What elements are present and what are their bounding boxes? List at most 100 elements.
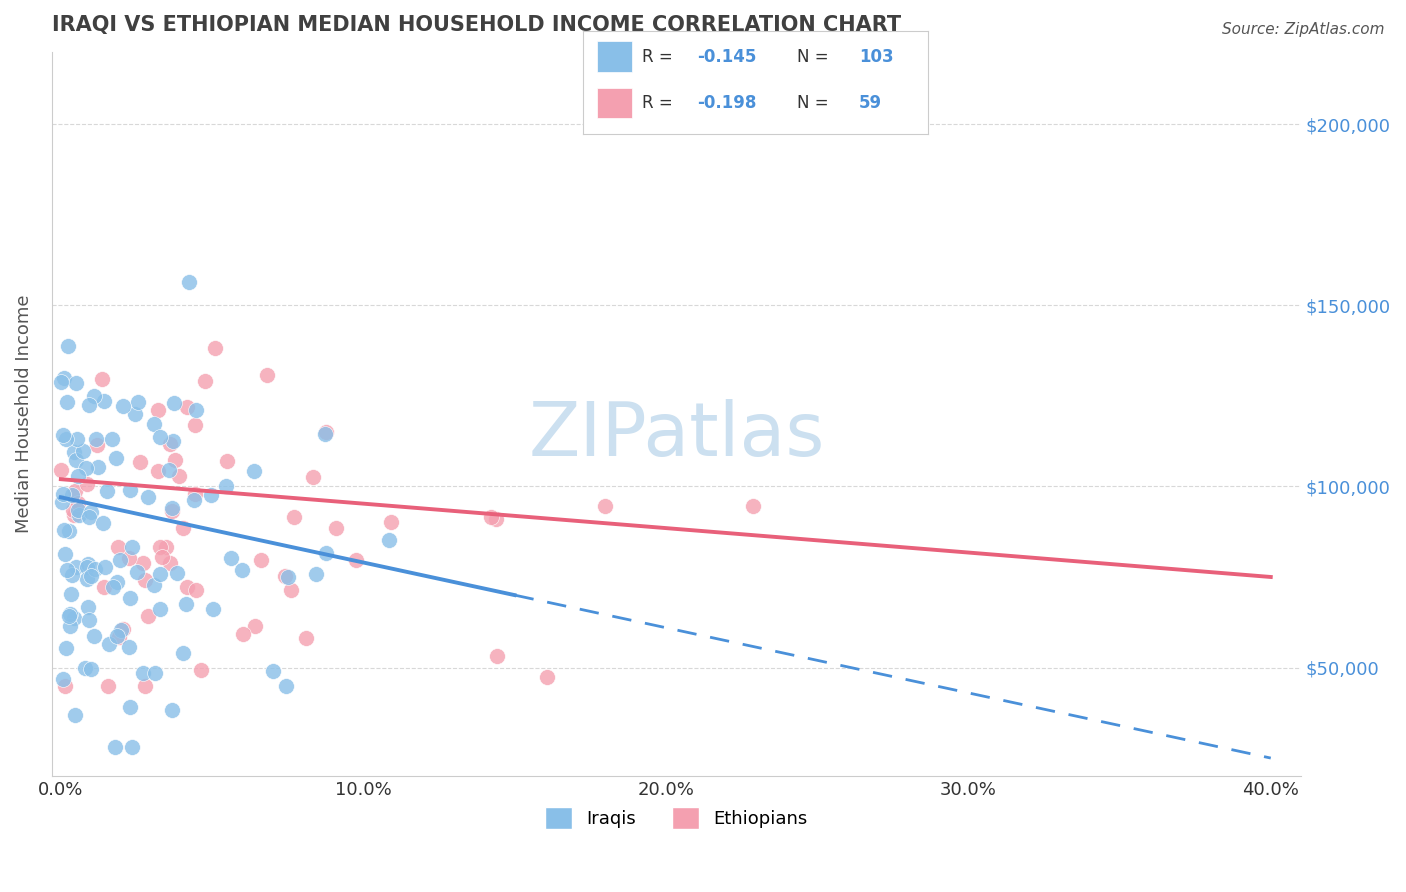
- Legend: Iraqis, Ethiopians: Iraqis, Ethiopians: [537, 799, 815, 836]
- Point: [742, 499, 765, 513]
- Point: [79, 661, 101, 675]
- Point: [93, 393, 115, 408]
- Point: [108, 630, 131, 644]
- Point: [65, 376, 87, 390]
- Point: [59, 607, 82, 621]
- Point: [128, 455, 150, 469]
- Point: [62, 445, 84, 459]
- Point: [134, 679, 156, 693]
- Point: [132, 556, 155, 570]
- Text: N =: N =: [797, 94, 834, 112]
- Point: [104, 740, 127, 755]
- Point: [132, 665, 155, 680]
- Point: [162, 434, 184, 448]
- Point: [305, 566, 328, 581]
- Point: [93, 560, 115, 574]
- Point: [83, 389, 105, 403]
- Point: [121, 540, 143, 554]
- Point: [301, 470, 323, 484]
- Point: [200, 488, 222, 502]
- Point: [49, 463, 72, 477]
- Point: [162, 703, 184, 717]
- Point: [65, 453, 87, 467]
- Point: [256, 368, 278, 383]
- Point: [242, 464, 264, 478]
- Point: [55, 679, 77, 693]
- Point: [146, 465, 169, 479]
- Text: IRAQI VS ETHIOPIAN MEDIAN HOUSEHOLD INCOME CORRELATION CHART: IRAQI VS ETHIOPIAN MEDIAN HOUSEHOLD INCO…: [52, 15, 901, 35]
- Y-axis label: Median Household Income: Median Household Income: [15, 294, 32, 533]
- Point: [77, 557, 100, 571]
- Point: [118, 551, 141, 566]
- Point: [142, 417, 165, 431]
- Point: [593, 500, 616, 514]
- Point: [184, 582, 207, 597]
- Point: [62, 611, 84, 625]
- Point: [77, 510, 100, 524]
- Point: [136, 609, 159, 624]
- Point: [274, 679, 297, 693]
- Point: [184, 417, 207, 432]
- Point: [53, 523, 76, 537]
- Point: [274, 568, 297, 582]
- Point: [52, 428, 75, 442]
- Point: [377, 533, 399, 548]
- Point: [105, 450, 128, 465]
- Point: [219, 551, 242, 566]
- Point: [98, 637, 121, 651]
- Point: [97, 679, 120, 693]
- Point: [215, 478, 238, 492]
- Text: -0.198: -0.198: [697, 94, 756, 112]
- Point: [77, 613, 100, 627]
- Point: [59, 587, 82, 601]
- Point: [107, 540, 129, 554]
- Point: [314, 427, 336, 442]
- Point: [105, 574, 128, 589]
- Text: -0.145: -0.145: [697, 48, 756, 66]
- Point: [52, 672, 75, 686]
- Point: [62, 503, 84, 517]
- Point: [66, 432, 89, 446]
- Point: [73, 661, 96, 675]
- Point: [58, 608, 80, 623]
- Text: R =: R =: [643, 94, 678, 112]
- Point: [60, 488, 83, 502]
- Point: [176, 400, 198, 414]
- Point: [52, 486, 75, 500]
- Point: [66, 469, 89, 483]
- Point: [217, 454, 239, 468]
- Point: [165, 452, 187, 467]
- Point: [79, 398, 101, 412]
- Point: [148, 566, 170, 581]
- Point: [159, 437, 181, 451]
- Point: [65, 559, 87, 574]
- Point: [172, 646, 194, 660]
- Text: Source: ZipAtlas.com: Source: ZipAtlas.com: [1222, 22, 1385, 37]
- Text: 59: 59: [859, 94, 882, 112]
- Point: [127, 566, 149, 580]
- Point: [55, 432, 77, 446]
- Point: [51, 495, 73, 509]
- Point: [72, 444, 94, 458]
- Point: [56, 339, 79, 353]
- Point: [63, 707, 86, 722]
- Point: [176, 580, 198, 594]
- Point: [86, 438, 108, 452]
- Point: [344, 552, 367, 566]
- Point: [59, 619, 82, 633]
- Point: [53, 547, 76, 561]
- Point: [118, 591, 141, 606]
- Point: [91, 516, 114, 530]
- Point: [204, 341, 226, 355]
- Point: [159, 556, 181, 570]
- Bar: [598, 87, 631, 119]
- Point: [315, 425, 337, 440]
- Bar: [598, 42, 631, 72]
- Point: [112, 399, 135, 413]
- Point: [167, 469, 190, 483]
- Point: [174, 597, 197, 611]
- Point: [155, 540, 177, 554]
- Point: [65, 483, 87, 498]
- Point: [91, 372, 114, 386]
- Point: [110, 623, 132, 637]
